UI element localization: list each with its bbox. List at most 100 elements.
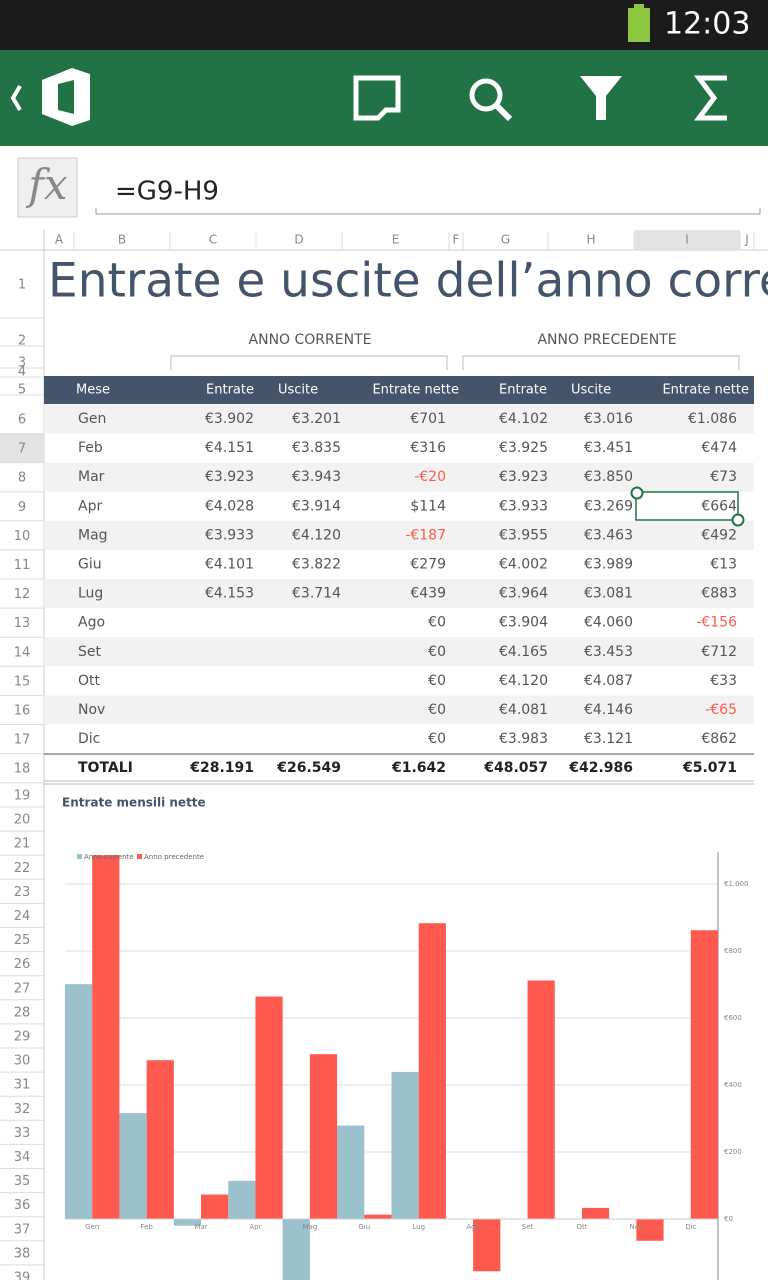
y-tick-label: €0 xyxy=(724,1215,733,1223)
y-tick-label: €200 xyxy=(724,1148,742,1156)
table-cell: €3.121 xyxy=(584,731,633,747)
table-cell: €4.060 xyxy=(584,615,633,631)
table-cell: €0 xyxy=(428,731,446,747)
row-header: 34 xyxy=(14,1150,31,1165)
bar xyxy=(92,855,120,1219)
column-header: G xyxy=(501,233,510,247)
table-cell: €316 xyxy=(410,440,446,456)
table-cell: €4.120 xyxy=(292,527,341,543)
row-header: 14 xyxy=(14,645,31,660)
filter-button[interactable] xyxy=(580,76,622,120)
table-cell: -€20 xyxy=(414,469,446,485)
table-cell: €3.822 xyxy=(292,557,341,573)
row-header: 21 xyxy=(14,837,31,852)
bar xyxy=(527,980,555,1219)
month-cell: Ago xyxy=(78,615,105,631)
month-cell: Dic xyxy=(78,731,100,747)
table-cell: €4.153 xyxy=(205,586,254,602)
table-cell: €883 xyxy=(701,586,737,602)
toolbar xyxy=(0,50,768,146)
table-cell: €3.835 xyxy=(292,440,341,456)
row-header: 10 xyxy=(14,529,31,544)
row-header: 33 xyxy=(14,1126,31,1141)
table-header-row xyxy=(44,376,754,404)
table-cell: €42.986 xyxy=(568,760,633,776)
row-header: 39 xyxy=(14,1271,31,1280)
table-cell: €3.964 xyxy=(499,586,548,602)
bar xyxy=(282,1219,310,1280)
table-header-cell: Mese xyxy=(76,383,110,398)
table-cell: -€156 xyxy=(696,615,737,631)
table-cell: €4.165 xyxy=(499,644,548,660)
comment-button[interactable] xyxy=(353,75,401,121)
office-logo[interactable] xyxy=(42,68,90,126)
table-cell: €1.086 xyxy=(688,411,737,427)
search-handle xyxy=(493,102,513,122)
table-cell: €3.925 xyxy=(499,440,548,456)
row-header: 12 xyxy=(14,587,31,602)
battery-icon xyxy=(628,8,650,42)
table-cell: -€187 xyxy=(405,527,446,543)
table-cell: €3.081 xyxy=(584,586,633,602)
table-cell: €3.923 xyxy=(499,469,548,485)
x-tick-label: Dic xyxy=(685,1223,696,1231)
table-cell: €862 xyxy=(701,731,737,747)
column-header-bar xyxy=(0,230,768,250)
fx-button[interactable] xyxy=(17,157,78,218)
row-header: 25 xyxy=(14,933,31,948)
table-cell: €4.081 xyxy=(499,702,548,718)
selection-handle[interactable] xyxy=(630,486,644,500)
legend-label: Anno corrente xyxy=(84,853,134,861)
row-header: 6 xyxy=(18,413,26,428)
table-cell: €73 xyxy=(710,469,737,485)
bar xyxy=(119,1113,147,1219)
column-header: H xyxy=(586,233,595,247)
row-header: 37 xyxy=(14,1222,31,1237)
table-cell: -€65 xyxy=(705,702,737,718)
row-header: 27 xyxy=(14,981,31,996)
row-band xyxy=(44,520,754,550)
back-button[interactable] xyxy=(10,84,22,112)
column-header: E xyxy=(392,233,400,247)
table-cell: €4.146 xyxy=(584,702,633,718)
x-tick-label: Lug xyxy=(412,1223,425,1231)
table-cell: €26.549 xyxy=(276,760,341,776)
table-cell: €3.943 xyxy=(292,469,341,485)
search-button[interactable] xyxy=(469,78,503,112)
table-cell: €4.087 xyxy=(584,673,633,689)
table-cell: €0 xyxy=(428,702,446,718)
table-cell: €3.983 xyxy=(499,731,548,747)
x-tick-label: Set xyxy=(522,1223,534,1231)
table-cell: €3.955 xyxy=(499,527,548,543)
table-cell: €3.714 xyxy=(292,586,341,602)
selection-handle[interactable] xyxy=(731,513,745,527)
month-cell: Mag xyxy=(78,527,108,543)
x-tick-label: Feb xyxy=(140,1223,153,1231)
table-header-cell: Uscite xyxy=(278,383,318,398)
row-header: 28 xyxy=(14,1005,31,1020)
table-cell: €0 xyxy=(428,673,446,689)
formula-text[interactable]: =G9-H9 xyxy=(115,177,219,207)
row-header: 9 xyxy=(18,500,26,515)
column-header: J xyxy=(744,233,749,247)
sum-button[interactable] xyxy=(694,75,727,121)
bar xyxy=(65,984,93,1219)
clock: 12:03 xyxy=(664,7,750,42)
row-header: 17 xyxy=(14,733,31,748)
table-cell: €0 xyxy=(428,644,446,660)
table-cell: €48.057 xyxy=(483,760,548,776)
table-cell: €28.191 xyxy=(189,760,254,776)
bar xyxy=(690,930,718,1219)
x-tick-label: Nov xyxy=(630,1223,644,1231)
x-tick-label: Mag xyxy=(302,1223,317,1231)
bar xyxy=(337,1125,365,1219)
table-header-cell: Entrate xyxy=(206,383,254,398)
month-cell: Set xyxy=(78,644,102,660)
month-cell: Mar xyxy=(78,469,105,485)
table-cell: €3.904 xyxy=(499,615,548,631)
selected-column-header xyxy=(634,230,740,250)
column-header: B xyxy=(118,233,126,247)
row-band xyxy=(44,637,754,667)
status-bar xyxy=(0,0,768,50)
